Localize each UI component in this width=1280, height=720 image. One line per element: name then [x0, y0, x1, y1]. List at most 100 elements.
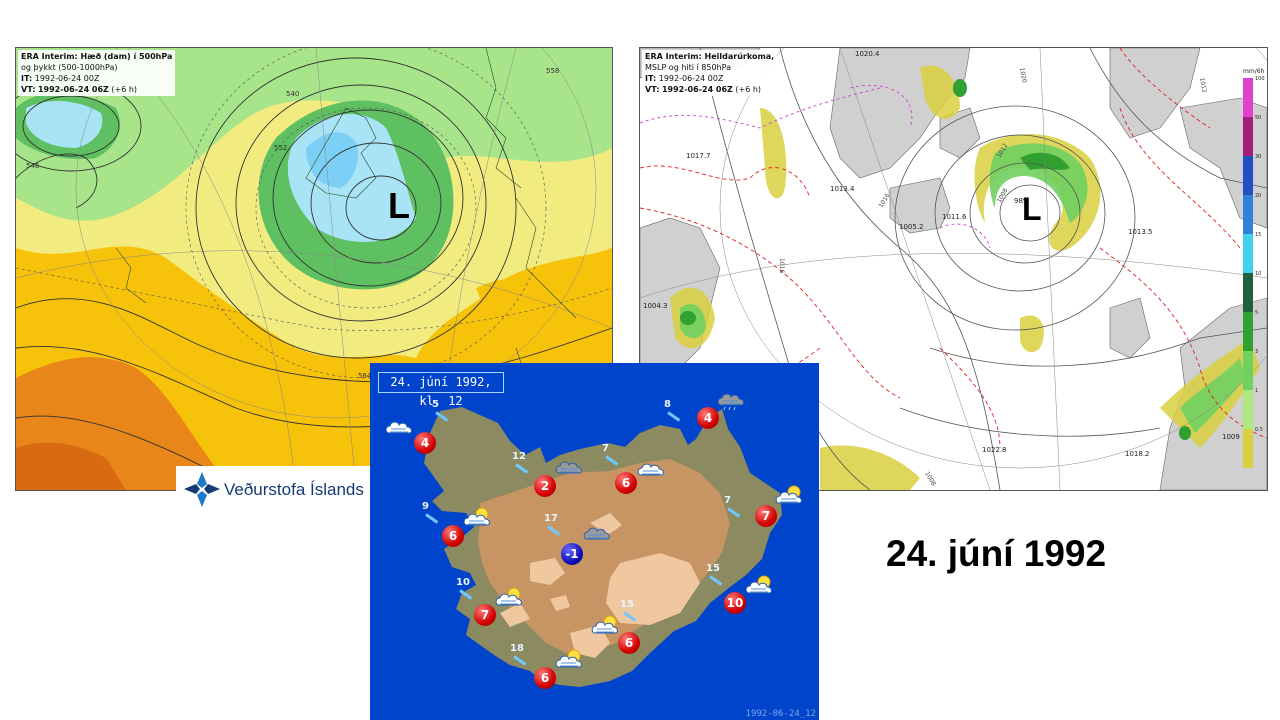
contour-label: 1012 — [1198, 77, 1208, 93]
station-temperature: 2 — [534, 475, 556, 497]
scale-tick-label: 20 — [1255, 193, 1262, 199]
scale-title: mm/6h — [1243, 68, 1265, 75]
sun-cloud-icon — [590, 613, 622, 644]
station-wind-speed: 15 — [706, 563, 720, 574]
station-wind-speed: 17 — [544, 513, 558, 524]
scale-tick-label: 0.5 — [1255, 427, 1263, 433]
scale-swatch — [1243, 117, 1253, 156]
vt-suffix: (+6 h) — [111, 85, 138, 94]
station-wind-speed: 18 — [510, 643, 524, 654]
right-weather-map: 1020.4 1017.7 1013.4 1005.2 1011.6 989 1… — [639, 47, 1268, 491]
pressure-label: 1004.3 — [643, 302, 668, 310]
station-temperature: 10 — [724, 592, 746, 614]
scale-swatch — [1243, 312, 1253, 351]
left-map-info: ERA Interim: Hæð (dam) í 500hPa og þykkt… — [18, 50, 176, 96]
scale-tick-label: 50 — [1255, 115, 1262, 121]
iceland-map-timestamp: 1992-06-24_12 — [745, 709, 816, 719]
pressure-label: 989 — [1014, 197, 1027, 205]
low-pressure-label: L — [1022, 191, 1042, 227]
sun-cloud-icon — [462, 505, 494, 536]
pressure-label: 1009 — [1222, 433, 1240, 441]
pressure-label: 1017.7 — [686, 152, 711, 160]
cloud-icon — [384, 413, 416, 444]
station-temperature: 7 — [755, 505, 777, 527]
vedurstofa-logo: Veðurstofa Íslands — [176, 466, 393, 513]
station-temperature: 6 — [534, 667, 556, 689]
vt-suffix: (+6 h) — [735, 85, 762, 94]
cloud-rain-icon — [716, 385, 748, 416]
station-wind-speed: 7 — [724, 495, 731, 506]
vt-label: VT: — [645, 85, 660, 94]
vt-label: VT: — [21, 85, 36, 94]
info-line: ERA Interim: Hæð (dam) í 500hPa — [21, 52, 173, 61]
scale-tick-label: 3 — [1255, 349, 1259, 355]
scale-swatch — [1243, 390, 1253, 429]
station-wind-speed: 15 — [620, 599, 634, 610]
right-map-graphic: 1020.4 1017.7 1013.4 1005.2 1011.6 989 1… — [640, 48, 1267, 490]
pressure-label: 1011.6 — [942, 213, 967, 221]
pressure-label: 1020.4 — [855, 50, 880, 58]
scale-swatch — [1243, 156, 1253, 195]
sun-cloud-icon — [494, 585, 526, 616]
cloud-dark-icon — [554, 453, 586, 484]
sun-cloud-icon — [554, 647, 586, 678]
date-label: 24. júní 1992 — [886, 533, 1107, 574]
scale-tick-label: 10 — [1255, 271, 1262, 277]
scale-swatch — [1243, 273, 1253, 312]
contour-label: 546 — [26, 162, 40, 170]
it-value: 1992-06-24 00Z — [34, 74, 100, 83]
low-pressure-label: L — [388, 185, 410, 226]
right-map-info: ERA Interim: Heildarúrkoma, MSLP og hiti… — [642, 50, 778, 96]
station-wind-speed: 8 — [664, 399, 671, 410]
station-temperature: -1 — [561, 543, 583, 565]
station-temperature: 4 — [697, 407, 719, 429]
station-temperature: 6 — [615, 472, 637, 494]
scale-swatch — [1243, 234, 1253, 273]
it-value: 1992-06-24 00Z — [658, 74, 724, 83]
vedurstofa-emblem-icon — [184, 472, 220, 507]
station-temperature: 6 — [442, 525, 464, 547]
contour-label: 1020 — [1018, 67, 1028, 83]
scale-swatch — [1243, 195, 1253, 234]
left-weather-map: 540 564 552 546 558 L ERA Interim: Hæð (… — [15, 47, 613, 491]
contour-label: 552 — [274, 144, 287, 152]
info-line: og þykkt (500-1000hPa) — [21, 63, 118, 72]
station-wind-speed: 5 — [432, 399, 439, 410]
iceland-station-map: 24. júní 1992, kl. 12 4 5 2 12 6 7 4 8 6 9 -1 17 7 7 7… — [370, 363, 819, 720]
it-label: IT: — [645, 74, 657, 83]
scale-tick-label: 15 — [1255, 232, 1262, 238]
logo-text: Veðurstofa Íslands — [224, 480, 364, 499]
station-temperature: 6 — [618, 632, 640, 654]
station-temperature: 7 — [474, 604, 496, 626]
station-wind-speed: 12 — [512, 451, 526, 462]
pressure-label: 1022.8 — [982, 446, 1007, 454]
station-temperature: 4 — [414, 432, 436, 454]
scale-swatch — [1243, 351, 1253, 390]
contour-label: 564 — [358, 372, 372, 380]
scale-swatch — [1243, 429, 1253, 468]
station-wind-speed: 10 — [456, 577, 470, 588]
it-label: IT: — [21, 74, 33, 83]
contour-label: 1016 — [778, 258, 785, 273]
scale-tick-label: 1 — [1255, 388, 1259, 394]
cloud-dark-icon — [582, 519, 614, 550]
vt-value: 1992-06-24 06Z — [661, 85, 733, 94]
pressure-label: 1013.4 — [830, 185, 855, 193]
contour-label: 540 — [286, 90, 299, 98]
info-line: MSLP og hiti í 850hPa — [645, 63, 731, 72]
contour-label: 558 — [546, 67, 559, 75]
pressure-label: 1013.5 — [1128, 228, 1153, 236]
vt-value: 1992-06-24 06Z — [37, 85, 109, 94]
iceland-map-title: 24. júní 1992, kl. 12 — [378, 372, 504, 408]
scale-swatch — [1243, 78, 1253, 117]
pressure-label: 1005.2 — [899, 223, 924, 231]
station-wind-speed: 9 — [422, 501, 429, 512]
sun-cloud-icon — [744, 573, 776, 604]
cloud-icon — [636, 455, 668, 486]
station-wind-speed: 7 — [602, 443, 609, 454]
scale-tick-label: 100 — [1255, 76, 1265, 82]
info-line: ERA Interim: Heildarúrkoma, — [645, 52, 775, 61]
scale-tick-label: 5 — [1255, 310, 1259, 316]
scale-tick-label: 30 — [1255, 154, 1262, 160]
iceland-landmass — [424, 407, 782, 687]
